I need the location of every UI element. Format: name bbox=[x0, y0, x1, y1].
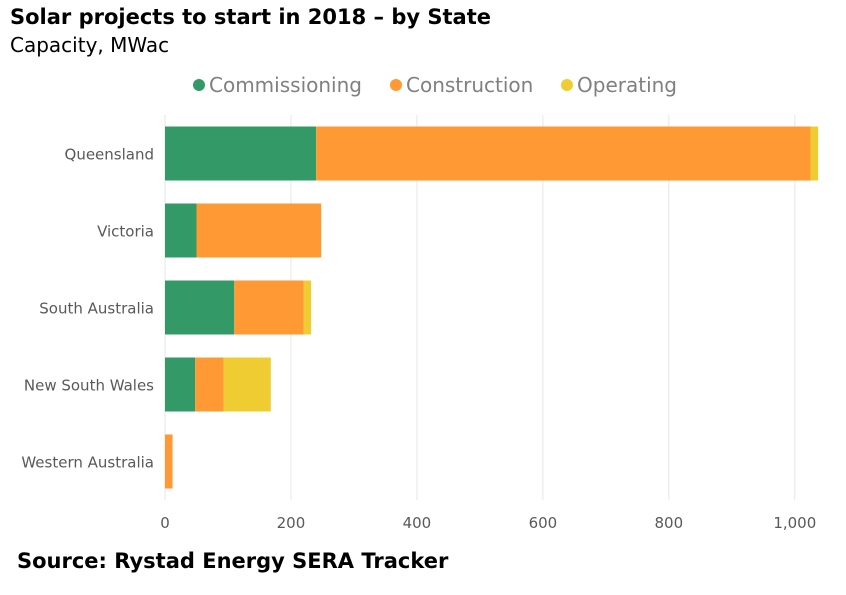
chart-subtitle: Capacity, MWac bbox=[10, 33, 170, 57]
bar-construction-victoria bbox=[196, 203, 322, 258]
chart-title: Solar projects to start in 2018 – by Sta… bbox=[10, 5, 492, 29]
category-label-new-south-wales: New South Wales bbox=[24, 377, 154, 395]
x-tick-labels: 0 200 400 600 800 1,000 bbox=[160, 514, 816, 532]
bar-construction-new-south-wales bbox=[195, 357, 224, 412]
x-tick-label: 0 bbox=[160, 514, 170, 532]
category-label-victoria: Victoria bbox=[97, 223, 154, 241]
bar-operating-new-south-wales bbox=[223, 357, 271, 412]
bar-construction-queensland bbox=[316, 126, 811, 181]
legend-marker-construction bbox=[390, 79, 402, 91]
legend-label-operating: Operating bbox=[577, 73, 677, 97]
bar-construction-western-australia bbox=[165, 434, 173, 489]
x-tick-label: 1,000 bbox=[773, 514, 816, 532]
legend-marker-commissioning bbox=[193, 79, 205, 91]
x-tick-label: 200 bbox=[277, 514, 306, 532]
bar-commissioning-new-south-wales bbox=[165, 357, 196, 412]
category-label-queensland: Queensland bbox=[65, 146, 154, 164]
bar-construction-south-australia bbox=[234, 280, 304, 335]
bar-commissioning-victoria bbox=[165, 203, 197, 258]
legend: Commissioning Construction Operating bbox=[193, 73, 677, 97]
bar-commissioning-south-australia bbox=[165, 280, 235, 335]
bar-commissioning-queensland bbox=[165, 126, 317, 181]
bar-operating-queensland bbox=[810, 126, 819, 181]
category-label-western-australia: Western Australia bbox=[21, 454, 154, 472]
legend-label-construction: Construction bbox=[406, 73, 533, 97]
bar-operating-south-australia bbox=[303, 280, 312, 335]
category-labels: Queensland Victoria South Australia New Sou… bbox=[21, 146, 154, 472]
category-label-south-australia: South Australia bbox=[39, 300, 154, 318]
x-tick-label: 600 bbox=[529, 514, 558, 532]
bars bbox=[165, 126, 819, 489]
legend-label-commissioning: Commissioning bbox=[209, 73, 362, 97]
legend-marker-operating bbox=[561, 79, 573, 91]
source-note: Source: Rystad Energy SERA Tracker bbox=[17, 549, 449, 573]
x-tick-label: 800 bbox=[655, 514, 684, 532]
x-tick-label: 400 bbox=[403, 514, 432, 532]
